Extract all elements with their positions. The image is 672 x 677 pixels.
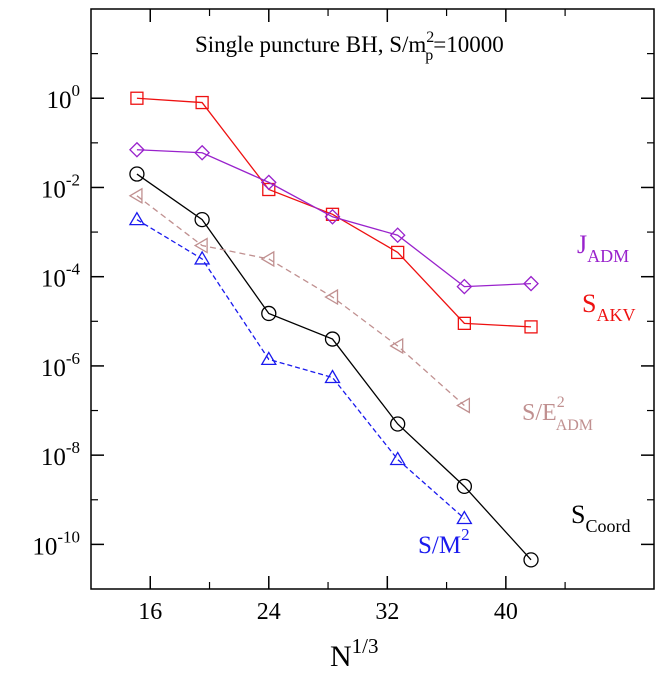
series-label-j-adm: JADM [577,230,629,266]
y-tick-label: 10-8 [41,438,80,471]
data-point [390,416,406,432]
series-line [136,219,465,520]
y-tick-base: 10 [47,87,72,114]
series-s-eadm [128,187,471,414]
series-label-sub: ADM [587,246,629,266]
data-point [260,351,277,366]
series-label-s-akv: SAKV [582,289,635,325]
y-tick-base: 10 [41,444,66,471]
data-point [389,337,404,355]
y-tick-base: 10 [32,533,57,560]
data-point [260,250,275,268]
data-point [128,187,143,204]
series-label-s-eadm: S/E2 ADM [522,394,593,434]
x-tick-label: 24 [257,599,281,625]
data-point [195,95,209,110]
series-label-main: S/E [522,400,557,426]
series-line [136,195,465,406]
y-tick-label: 100 [47,81,81,114]
series-line [136,97,532,328]
data-point [324,208,341,225]
series-label-main: S [571,500,585,529]
series-label-main: S/M [418,532,461,559]
x-axis-label-sup: 1/3 [352,634,379,658]
data-point [324,369,341,384]
y-tick-label: 10-6 [41,349,80,382]
x-tick-label: 32 [375,599,399,625]
data-point [260,174,277,191]
data-point [261,305,277,322]
series-label-main: J [577,230,587,259]
series-j-adm [129,141,539,295]
y-tick-label: 10-4 [41,260,81,293]
y-tick-power: -8 [66,438,80,457]
data-point [128,211,146,226]
series-label-sub: AKV [596,305,635,325]
chart-title: Single puncture BH, S/m2 p=10000 [195,29,504,64]
data-point [523,275,539,292]
plot-frame [90,8,655,590]
x-tick-label: 16 [138,599,162,625]
y-tick-base: 10 [41,266,66,293]
series-label-sub: ADM [556,417,593,434]
data-point [129,141,145,158]
series-label-sup: 2 [461,525,470,544]
data-point [130,91,144,105]
y-tick-power: 0 [72,81,81,100]
data-point [389,451,406,466]
series-s-coord [129,166,539,568]
data-point [194,211,210,228]
x-axis-label-main: N [330,640,352,673]
series-label-sup: 2 [557,394,565,411]
y-tick-label: 10-10 [32,527,80,560]
x-axis-label: N1/3 [330,634,379,673]
y-tick-label: 10-2 [41,170,80,203]
data-point [129,166,145,182]
data-point [456,397,471,414]
series-s-m2 [128,211,473,525]
data-point [524,320,538,334]
x-tick-label: 40 [494,599,518,625]
series-label-main: S [582,289,596,318]
y-tick-base: 10 [41,176,66,203]
data-point [456,278,473,295]
data-point [193,237,208,254]
series-label-s-coord: SCoord [571,500,630,536]
data-point [193,250,211,265]
y-tick-power: -2 [66,170,80,189]
data-point [325,207,340,221]
data-point [262,182,276,197]
data-point [391,245,405,260]
series-line [136,173,532,561]
series-label-s-m2: S/M2 [418,525,470,559]
chart-title-tail: =10000 [433,32,503,57]
data-point [456,478,473,494]
series-layer [128,91,539,568]
y-tick-power: -4 [66,260,81,279]
data-point [324,331,341,347]
y-tick-base: 10 [41,355,66,382]
series-s-akv [130,91,538,334]
chart-title-main: Single puncture BH, S/m [195,32,426,57]
series-line [136,149,532,288]
data-point [523,552,539,568]
data-point [389,227,406,244]
data-point [456,510,473,525]
y-tick-power: -6 [66,349,80,368]
data-point [324,288,339,306]
data-point [457,316,472,330]
chart-title-sub: p [425,47,433,64]
chart-title-sup: 2 [426,29,434,46]
data-point [194,144,211,161]
series-label-sub: Coord [585,516,630,536]
y-tick-power: -10 [57,527,80,546]
